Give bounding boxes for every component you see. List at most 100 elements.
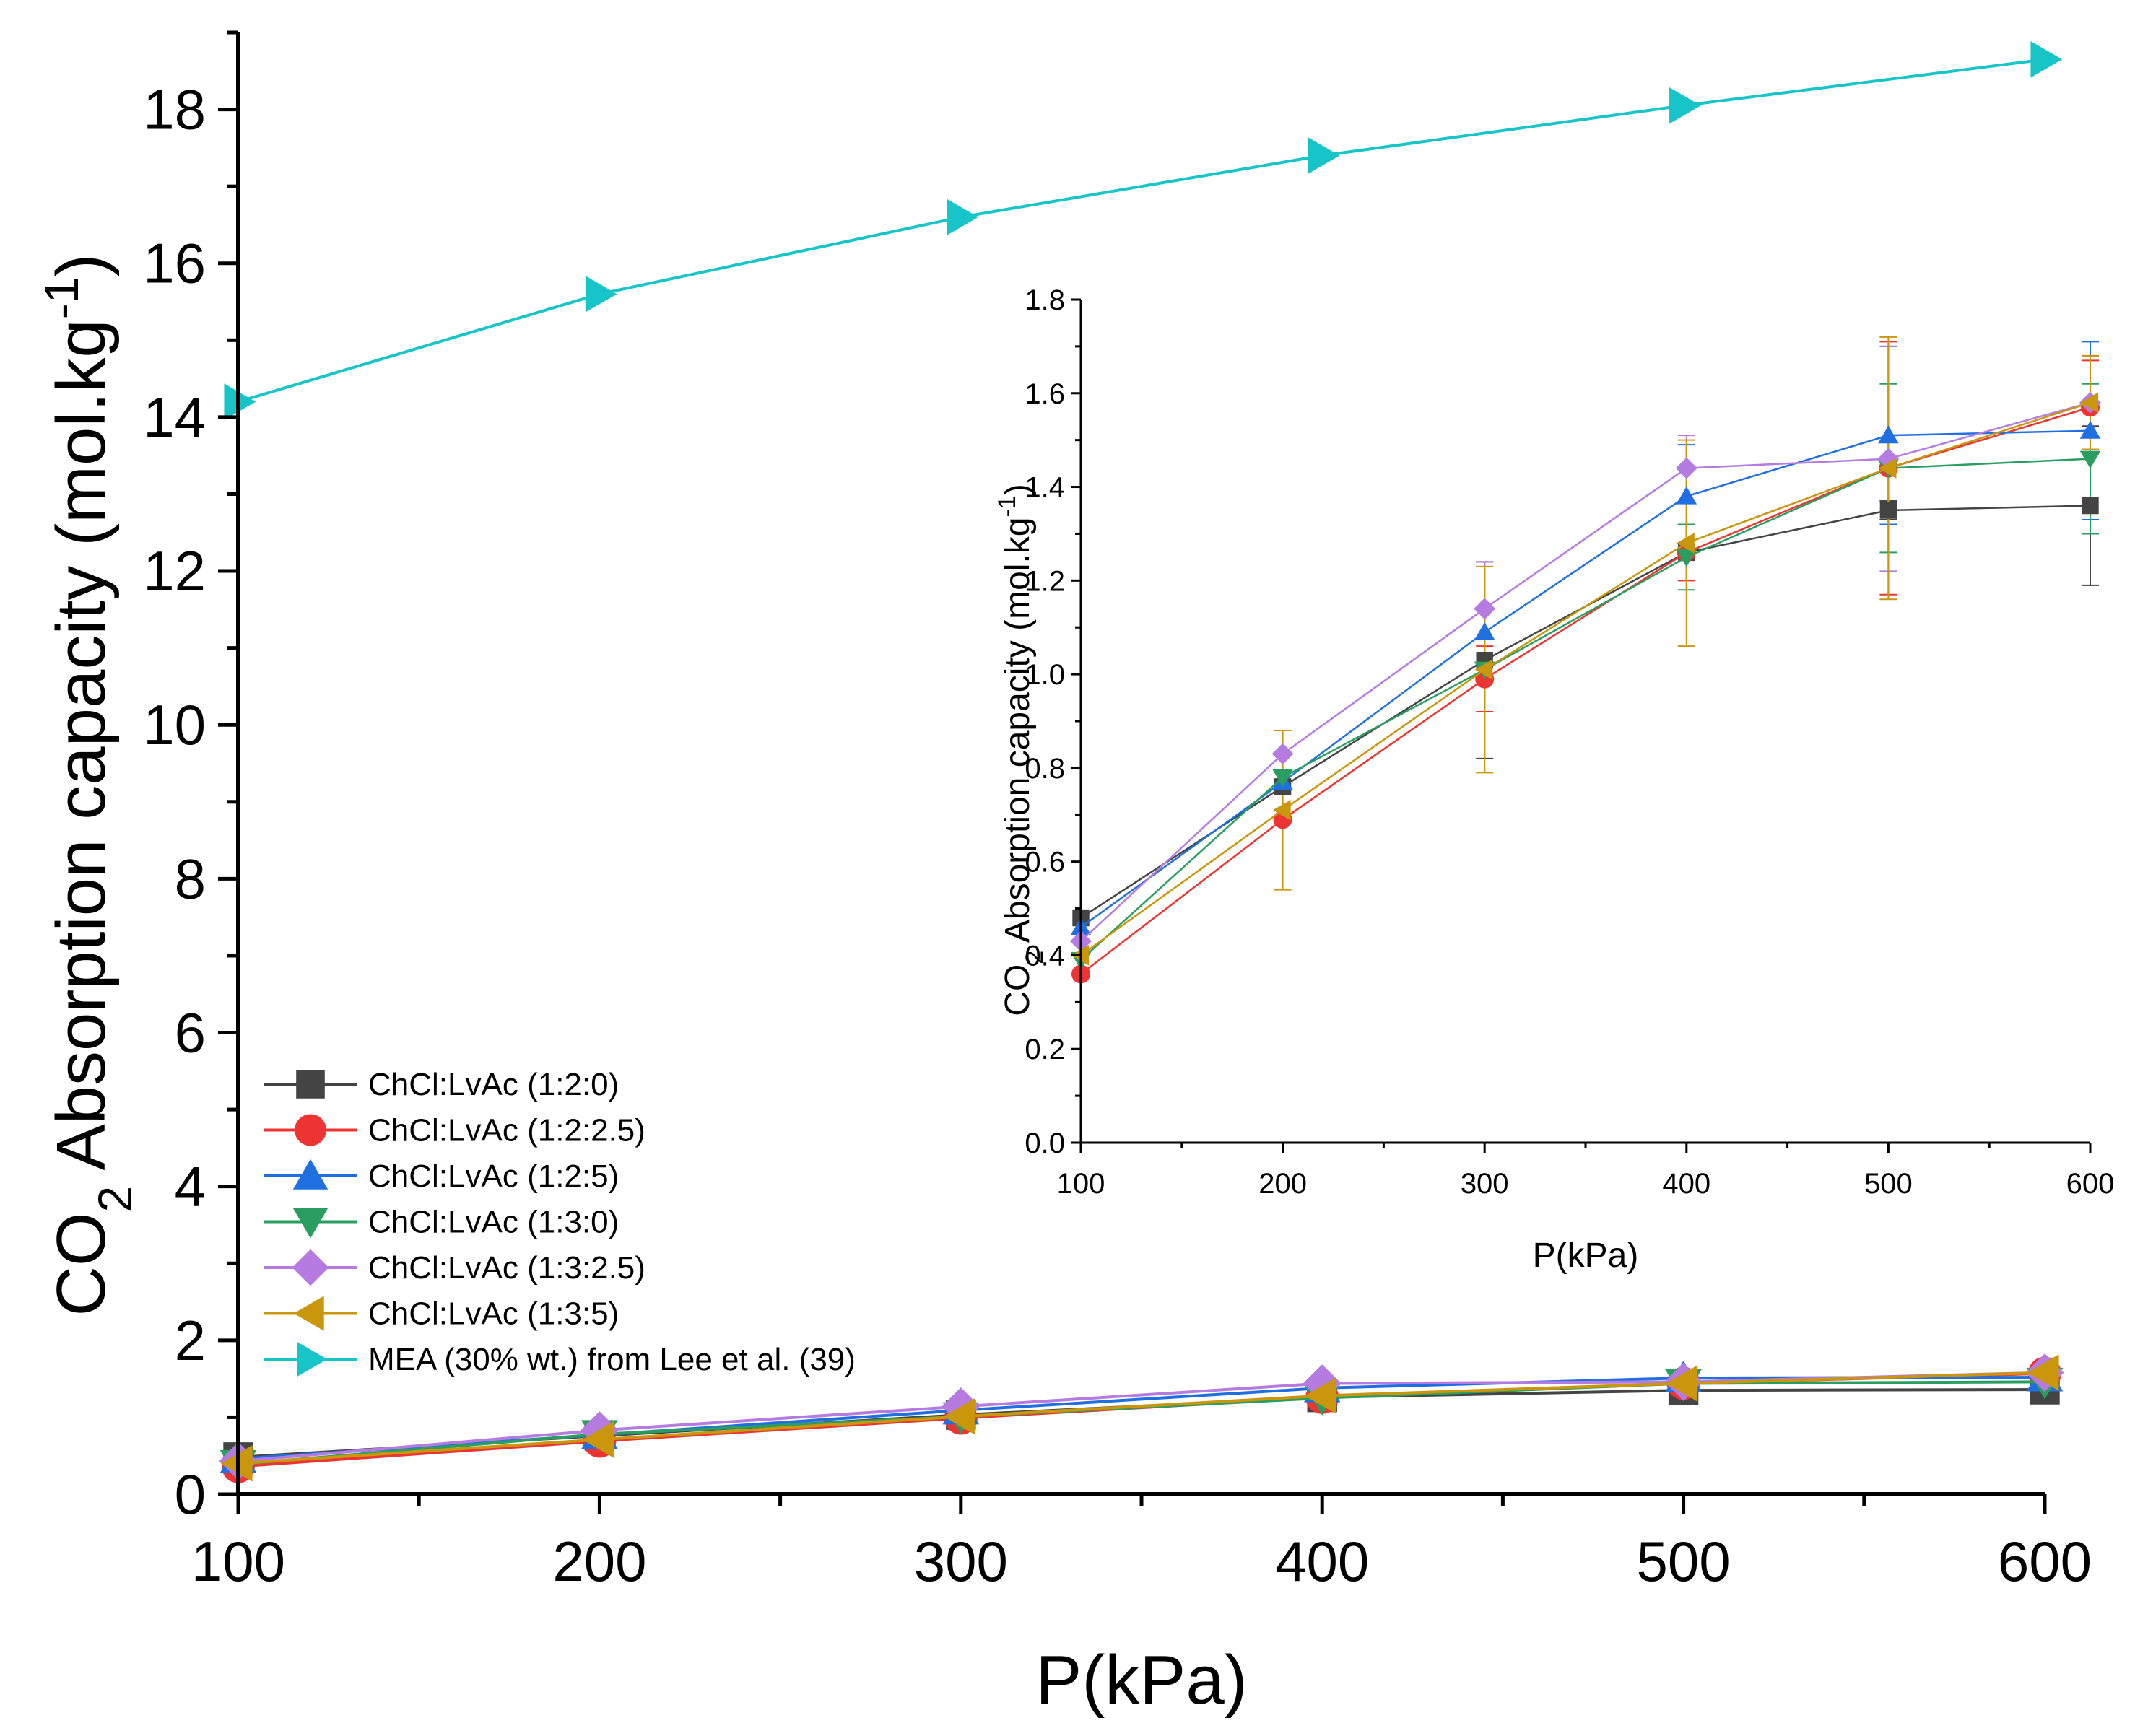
main-x-tick-label: 100: [191, 1530, 285, 1593]
inset-data-point: [1677, 533, 1695, 554]
main-y-tick-label: 6: [175, 1001, 206, 1065]
inset-y-axis-label-subscript: 2: [1021, 951, 1048, 964]
main-x-tick-label: 600: [1998, 1530, 2092, 1593]
inset-series-line: [1080, 429, 2091, 928]
inset-y-axis-label-prefix: CO: [999, 964, 1037, 1016]
legend-swatch-marker: [297, 1341, 328, 1377]
main-y-axis-label: CO2 Absorption capacity (mol.kg-1): [35, 254, 142, 1317]
inset-data-point: [1474, 598, 1496, 620]
legend-swatch-marker: [292, 1159, 329, 1190]
legend-swatch-marker: [292, 1249, 329, 1286]
legend-swatch-marker: [296, 1070, 325, 1099]
legend-label: ChCl:LvAc (1:2:0): [368, 1067, 619, 1102]
inset-data-point: [1272, 799, 1291, 821]
inset-y-tick-label: 1.4: [1025, 472, 1065, 504]
main-x-axis-label: P(kPa): [1035, 1641, 1247, 1719]
main-data-point: [1669, 87, 1701, 124]
inset-y-tick-label: 1.0: [1025, 659, 1065, 691]
inset-y-tick-label: 0.6: [1025, 847, 1065, 878]
legend-label: ChCl:LvAc (1:3:2.5): [368, 1250, 645, 1286]
inset-data-point: [2079, 421, 2101, 439]
inset-plot: 0.0 0.2 0.4 0.6 0.8 1.0 1.2 1.4 1.6 1.8 100 200 300 4…: [993, 284, 2114, 1275]
main-series-chcl-lvac-1-3-5: [220, 1354, 2059, 1482]
legend-swatch-marker: [292, 1208, 329, 1239]
main-y-axis-label-rest: Absorption capacity (mol.kg: [43, 319, 120, 1186]
main-y-axis-label-subscript: 2: [88, 1186, 142, 1213]
legend-swatch-marker: [295, 1114, 326, 1146]
main-plot: 0 2 4 6 8 10 12 14 16 18 100 200 300 400 500 600 P(kPa)…: [35, 30, 2092, 1719]
main-series-line: [238, 1371, 2045, 1465]
inset-data-point: [1879, 502, 1897, 519]
legend-item-chcl-lvac-1-2-2-5: ChCl:LvAc (1:2:2.5): [264, 1113, 645, 1148]
main-x-tick-label: 200: [552, 1530, 646, 1593]
main-data-point: [1666, 1365, 1698, 1402]
main-y-tick-label: 10: [143, 693, 206, 756]
legend: ChCl:LvAc (1:2:0) ChCl:LvAc (1:2:2.5) ChCl…: [264, 1067, 856, 1377]
inset-series-chcl-lvac-1-2-5: [1070, 421, 2101, 935]
inset-data-point: [1676, 549, 1697, 567]
main-data-point: [2030, 41, 2063, 78]
inset-y-tick-label: 1.6: [1025, 378, 1065, 410]
main-x-tick-label: 300: [914, 1530, 1008, 1593]
inset-x-tick-label: 600: [2066, 1168, 2115, 1200]
main-data-point: [582, 1421, 614, 1458]
main-data-point: [1308, 137, 1340, 174]
inset-data-point: [1877, 448, 1900, 470]
inset-data-point: [1676, 486, 1697, 505]
main-y-axis-label-superscript: -1: [35, 277, 88, 320]
inset-x-tick-label: 200: [1258, 1168, 1307, 1200]
main-y-tick-label: 12: [143, 539, 206, 603]
main-y-tick-label: 18: [143, 78, 206, 141]
inset-data-point: [1271, 743, 1294, 765]
legend-label: ChCl:LvAc (1:2:2.5): [368, 1113, 645, 1148]
inset-x-tick-label: 500: [1864, 1168, 1913, 1200]
main-y-tick-label: 4: [175, 1155, 206, 1218]
inset-y-tick-label: 0.8: [1025, 753, 1065, 785]
inset-series-layer: [1070, 336, 2101, 984]
inset-y-tick-label: 0.0: [1025, 1127, 1065, 1159]
inset-data-point: [1474, 622, 1495, 640]
inset-x-tick-label: 400: [1662, 1168, 1710, 1200]
legend-label: ChCl:LvAc (1:2:5): [368, 1159, 619, 1194]
inset-data-point: [1675, 457, 1697, 479]
inset-y-axis-label: CO2 Absorption capacity (mol.kg-1): [993, 484, 1048, 1016]
inset-series-chcl-lvac-1-3-2-5: [1070, 391, 2101, 952]
inset-y-tick-label: 1.8: [1025, 284, 1065, 316]
legend-label: ChCl:LvAc (1:3:0): [368, 1205, 619, 1240]
inset-data-point: [2079, 450, 2101, 469]
main-y-tick-label: 14: [143, 385, 206, 449]
main-axes: 0 2 4 6 8 10 12 14 16 18 100 200 300 400 500 600: [143, 30, 2092, 1593]
inset-y-axis-label-superscript: -1: [993, 495, 1021, 517]
inset-axes: 0.0 0.2 0.4 0.6 0.8 1.0 1.2 1.4 1.6 1.8 100 200 300 4…: [1025, 284, 2114, 1200]
main-x-tick-label: 500: [1637, 1530, 1731, 1593]
main-data-point: [943, 1398, 975, 1435]
inset-series-line: [1080, 401, 2091, 956]
main-y-tick-label: 2: [175, 1309, 206, 1372]
inset-y-axis-label-suffix: ): [999, 484, 1037, 495]
main-y-axis-label-prefix: CO: [43, 1212, 120, 1316]
inset-data-point: [1878, 458, 1897, 479]
legend-item-mea-30-wt-from-lee-et-al-39: MEA (30% wt.) from Lee et al. (39): [264, 1341, 856, 1377]
main-y-tick-label: 0: [175, 1462, 206, 1526]
inset-data-point: [1272, 769, 1293, 788]
inset-x-axis-label: P(kPa): [1533, 1236, 1639, 1275]
main-data-point: [2027, 1354, 2059, 1391]
inset-data-point: [1474, 659, 1493, 680]
main-data-point: [585, 276, 617, 313]
inset-y-axis-label-rest: Absorption capacity (mol.kg: [999, 518, 1037, 951]
main-y-axis-label-suffix: ): [43, 254, 120, 277]
inset-y-tick-label: 0.2: [1025, 1034, 1065, 1065]
inset-y-tick-label: 1.2: [1025, 565, 1065, 597]
legend-item-chcl-lvac-1-3-2-5: ChCl:LvAc (1:3:2.5): [264, 1249, 645, 1286]
main-series-line: [238, 58, 2045, 404]
legend-item-chcl-lvac-1-3-5: ChCl:LvAc (1:3:5): [264, 1296, 619, 1332]
inset-data-point: [2080, 392, 2099, 414]
legend-item-chcl-lvac-1-2-5: ChCl:LvAc (1:2:5): [264, 1159, 619, 1194]
legend-item-chcl-lvac-1-3-0: ChCl:LvAc (1:3:0): [264, 1205, 619, 1240]
legend-swatch-marker: [293, 1296, 324, 1331]
main-y-tick-label: 8: [175, 847, 206, 910]
inset-series-chcl-lvac-1-3-5: [1071, 392, 2099, 966]
main-x-tick-label: 400: [1275, 1530, 1369, 1593]
